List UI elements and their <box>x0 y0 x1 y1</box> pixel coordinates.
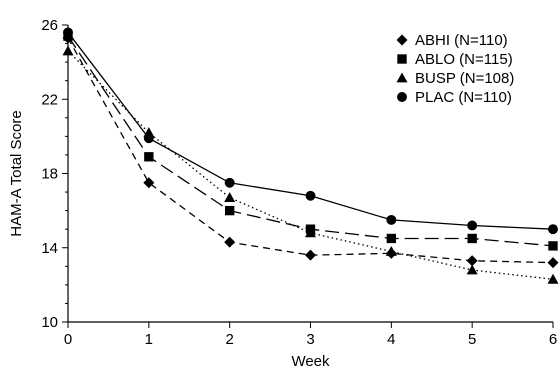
legend-label: ABLO (N=115) <box>415 51 513 68</box>
data-point <box>385 245 397 256</box>
legend-marker-circle <box>397 92 407 102</box>
data-point <box>386 233 397 244</box>
series-layer <box>62 27 559 284</box>
y-tick-label: 22 <box>41 91 58 108</box>
legend-item: BUSP (N=108) <box>396 70 514 87</box>
data-point <box>386 214 397 225</box>
legend-marker-triangle <box>396 72 408 83</box>
data-point <box>547 273 559 284</box>
data-point <box>144 152 154 162</box>
x-tick-label: 2 <box>225 331 233 348</box>
data-point <box>224 192 236 203</box>
legend-item: PLAC (N=110) <box>397 89 512 106</box>
data-point <box>63 27 73 38</box>
data-point <box>466 255 478 267</box>
data-point <box>467 233 477 244</box>
legend-marker-diamond <box>396 34 408 46</box>
legend-item: ABLO (N=115) <box>397 51 513 68</box>
legend: ABHI (N=110) ABLO (N=115) BUSP (N=108) PLAC… <box>396 32 514 106</box>
data-point <box>305 227 316 238</box>
x-axis-title: Week <box>291 353 330 370</box>
legend-label: ABHI (N=110) <box>415 32 508 49</box>
data-point <box>305 249 316 261</box>
x-tick-label: 6 <box>549 331 557 348</box>
x-tick-label: 5 <box>468 331 476 348</box>
y-tick-label: 10 <box>41 314 58 331</box>
data-point <box>548 241 558 251</box>
y-tick-label: 18 <box>41 166 58 183</box>
x-tick-label: 3 <box>306 331 314 348</box>
series-circle <box>63 27 558 235</box>
data-point <box>466 264 478 275</box>
y-tick-label: 26 <box>41 17 58 34</box>
data-point <box>548 224 558 235</box>
legend-item: ABHI (N=110) <box>396 32 508 49</box>
x-tick-label: 0 <box>64 331 72 348</box>
data-point <box>62 45 74 56</box>
axes: 10 14 18 22 26 0 1 2 3 4 5 6 <box>41 17 557 348</box>
y-axis-title: HAM-A Total Score <box>8 110 25 236</box>
legend-marker-square <box>397 54 407 64</box>
data-point <box>224 177 235 188</box>
data-point <box>547 257 559 269</box>
data-point <box>143 177 155 189</box>
x-tick-label: 1 <box>145 331 153 348</box>
legend-label: BUSP (N=108) <box>415 70 514 87</box>
x-tick-label: 4 <box>387 331 395 348</box>
data-point <box>143 133 154 144</box>
data-point <box>224 236 236 248</box>
legend-label: PLAC (N=110) <box>415 89 512 106</box>
data-point <box>305 190 316 201</box>
y-tick-label: 14 <box>41 240 58 257</box>
series-triangle <box>62 45 559 284</box>
data-point <box>467 220 478 231</box>
data-point <box>224 205 235 216</box>
